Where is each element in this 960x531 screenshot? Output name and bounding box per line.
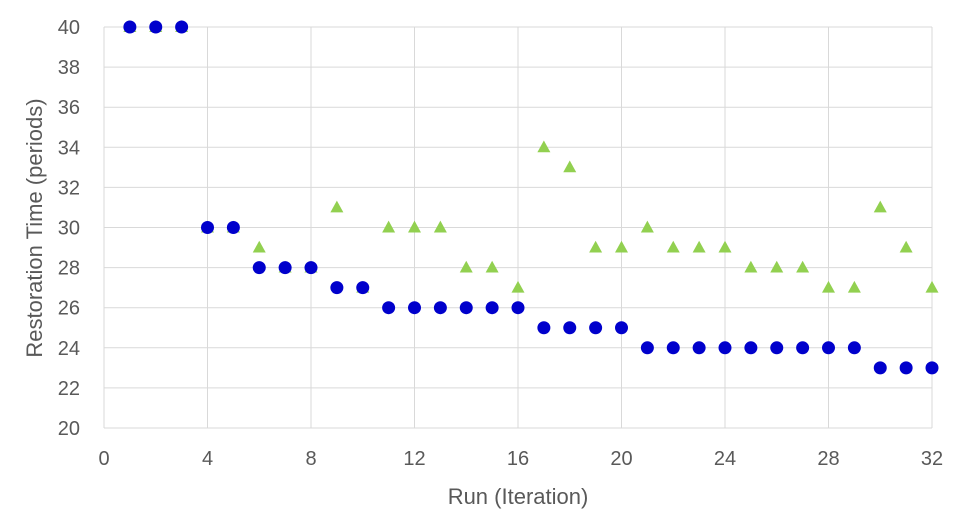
circle-point <box>485 301 499 315</box>
x-tick-label: 12 <box>403 448 425 470</box>
y-tick-label: 20 <box>58 418 80 440</box>
x-tick-label: 28 <box>817 448 839 470</box>
x-tick-label: 8 <box>305 448 316 470</box>
triangle-point <box>563 160 577 173</box>
circle-point <box>666 341 680 355</box>
circle-point <box>899 361 913 375</box>
x-tick-label: 0 <box>98 448 109 470</box>
circle-point <box>744 341 758 355</box>
triangle-series <box>123 20 939 293</box>
x-tick-label: 24 <box>714 448 736 470</box>
circle-point <box>433 301 447 315</box>
triangle-point <box>330 200 344 213</box>
x-tick-label: 4 <box>202 448 213 470</box>
y-tick-label: 36 <box>58 97 80 119</box>
y-tick-label: 26 <box>58 298 80 320</box>
circle-point <box>252 261 266 275</box>
y-tick-label: 28 <box>58 258 80 280</box>
circle-point <box>226 221 240 234</box>
y-axis-title: Restoration Time (periods) <box>22 98 47 357</box>
triangle-point <box>822 280 835 293</box>
circle-point <box>640 341 654 355</box>
y-tick-label: 38 <box>58 57 80 79</box>
triangle-point <box>382 220 396 233</box>
circle-point <box>356 281 370 295</box>
triangle-point <box>925 280 939 293</box>
triangle-point <box>873 200 887 213</box>
circle-point <box>278 261 292 275</box>
triangle-point <box>408 220 421 233</box>
x-tick-label: 32 <box>921 448 943 470</box>
triangle-point <box>796 260 810 273</box>
circle-point <box>201 221 214 234</box>
triangle-point <box>718 240 732 253</box>
triangle-point <box>744 260 758 273</box>
circle-point <box>382 301 396 315</box>
triangle-point <box>252 240 266 253</box>
triangle-point <box>433 220 447 233</box>
circle-point <box>537 321 551 335</box>
y-tick-label: 30 <box>58 218 80 240</box>
circle-point <box>822 341 835 355</box>
circle-point <box>873 361 887 375</box>
y-tick-label: 22 <box>58 378 80 400</box>
triangle-point <box>899 240 913 253</box>
triangle-point <box>640 220 654 233</box>
circle-point <box>304 261 318 275</box>
circle-point <box>459 301 473 315</box>
circle-series <box>123 20 939 375</box>
triangle-point <box>589 240 603 253</box>
triangle-point <box>847 280 861 293</box>
triangle-point <box>511 280 525 293</box>
circle-point <box>589 321 603 335</box>
y-tick-label: 24 <box>58 338 80 360</box>
tick-labels: 20 22 24 26 28 30 32 34 36 38 40 0 4 8 12 16 20 24 28 32 <box>58 17 943 470</box>
x-axis-title: Run (Iteration) <box>448 484 589 509</box>
triangle-point <box>770 260 784 273</box>
circle-point <box>175 20 189 34</box>
circle-point <box>770 341 784 355</box>
circle-point <box>330 281 344 295</box>
circle-point <box>408 301 421 315</box>
y-tick-label: 40 <box>58 17 80 39</box>
triangle-point <box>537 140 551 153</box>
x-tick-label: 20 <box>610 448 632 470</box>
triangle-point <box>692 240 706 253</box>
circle-point <box>692 341 706 355</box>
y-tick-label: 34 <box>58 137 80 159</box>
circle-point <box>847 341 861 355</box>
triangle-point <box>459 260 473 273</box>
circle-point <box>149 20 163 34</box>
circle-point <box>718 341 732 355</box>
circle-point <box>563 321 577 335</box>
data-series <box>123 20 939 375</box>
circle-point <box>796 341 810 355</box>
circle-point <box>123 20 137 34</box>
x-tick-label: 16 <box>507 448 529 470</box>
triangle-point <box>485 260 499 273</box>
triangle-point <box>666 240 680 253</box>
circle-point <box>925 361 939 375</box>
y-tick-label: 32 <box>58 177 80 199</box>
circle-point <box>511 301 525 315</box>
circle-point <box>615 321 628 335</box>
triangle-point <box>615 240 628 253</box>
